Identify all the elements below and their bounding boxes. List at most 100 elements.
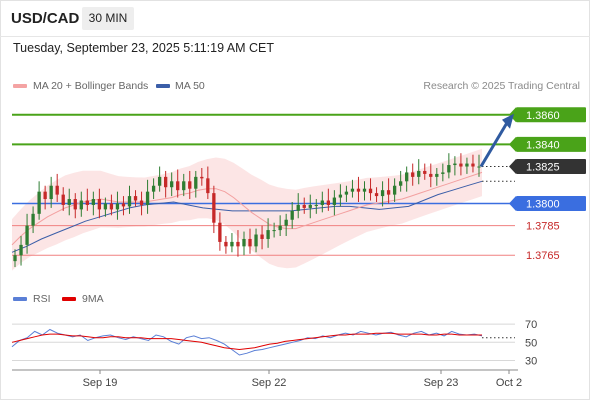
- rsi-ma-legend-label: 9MA: [82, 293, 104, 305]
- candle-body: [151, 185, 156, 192]
- chart-header: USD/CAD 30 MIN: [0, 0, 590, 36]
- candle-body: [91, 199, 96, 205]
- candle-body: [242, 238, 246, 247]
- forecast-arrowhead: [502, 113, 514, 129]
- candle-body: [133, 196, 138, 201]
- candle-body: [121, 203, 126, 207]
- rsi-legend-label: RSI: [33, 293, 51, 305]
- candle-body: [308, 204, 312, 208]
- candle-body: [411, 172, 415, 177]
- candle-body: [374, 193, 379, 197]
- candle-body: [356, 188, 361, 192]
- candle-body: [344, 191, 349, 195]
- candle-body: [127, 196, 132, 207]
- candle-body: [465, 163, 469, 167]
- candle-body: [296, 204, 300, 211]
- candle-body: [163, 176, 168, 188]
- candle-body: [212, 193, 216, 223]
- candle-body: [206, 178, 210, 194]
- time-tick-label-2: Sep 23: [424, 377, 459, 389]
- forecast-arrow-shaft: [479, 122, 509, 168]
- rsi-tick-70: 70: [525, 319, 537, 331]
- pivot-tag-pointer-3: [509, 195, 516, 211]
- candle-body: [236, 241, 240, 247]
- candle-body: [145, 191, 150, 205]
- candle-body: [405, 172, 409, 182]
- candle-body: [260, 234, 264, 239]
- candle-body: [417, 170, 421, 177]
- candle-body: [441, 172, 445, 174]
- candle-body: [49, 185, 53, 200]
- support-label-5: 1.3765: [526, 250, 560, 262]
- copyright-notice: Research © 2025 Trading Central: [423, 80, 580, 92]
- rsi-swatch: [13, 297, 27, 301]
- rsi-tick-50: 50: [525, 337, 537, 349]
- support-label-4: 1.3785: [526, 221, 560, 233]
- candle-body: [302, 204, 306, 208]
- resistance-label-1: 1.3840: [526, 139, 560, 151]
- symbol-title: USD/CAD: [11, 10, 80, 27]
- pivot-label-3: 1.3800: [526, 198, 560, 210]
- candle-body: [429, 173, 433, 177]
- ma20-legend-label: MA 20 + Bollinger Bands: [33, 80, 149, 92]
- pivot-tag-3: [516, 195, 586, 211]
- candle-body: [79, 200, 83, 210]
- candle-body: [139, 200, 144, 205]
- ma50-line: [11, 180, 483, 253]
- ma20-line: [11, 171, 483, 246]
- candle-body: [218, 222, 222, 242]
- candle-body: [103, 203, 108, 210]
- candle-body: [398, 181, 403, 186]
- candle-body: [423, 170, 427, 174]
- candle-body: [368, 188, 373, 194]
- candle-body: [350, 188, 355, 192]
- candle-body: [170, 181, 174, 188]
- timeframe-button[interactable]: 30 MIN: [82, 7, 134, 30]
- bollinger-band: [12, 148, 482, 271]
- time-tick-label-1: Sep 22: [252, 377, 287, 389]
- candle-body: [248, 238, 252, 247]
- candle-body: [200, 176, 204, 179]
- candle-body: [471, 163, 475, 167]
- candle-body: [97, 199, 102, 210]
- time-tick-label-0: Sep 19: [83, 377, 118, 389]
- candle-body: [67, 199, 71, 205]
- candle-body: [157, 176, 162, 186]
- candle-body: [109, 203, 114, 210]
- candle-body: [188, 181, 192, 189]
- rsi-ma-swatch: [62, 297, 76, 301]
- resistance-tag-pointer-1: [509, 136, 516, 152]
- candle-body: [31, 213, 35, 226]
- rsi-tick-30: 30: [525, 355, 537, 367]
- candle-body: [19, 244, 23, 256]
- candle-body: [362, 188, 367, 192]
- candle-body: [320, 200, 324, 205]
- candle-body: [477, 166, 481, 168]
- candle-body: [453, 163, 457, 166]
- rsi-ma-line: [11, 332, 482, 351]
- candle-body: [55, 185, 59, 195]
- ma20-swatch: [13, 84, 27, 88]
- candle-body: [43, 191, 47, 200]
- candle-body: [278, 225, 282, 231]
- candle-body: [61, 194, 65, 205]
- candle-body: [435, 173, 439, 177]
- candle-body: [326, 200, 331, 205]
- candle-body: [194, 176, 198, 189]
- candle-body: [85, 200, 89, 205]
- candle-body: [386, 190, 391, 195]
- candle-body: [392, 185, 397, 195]
- candle-body: [332, 197, 337, 205]
- timestamp: Tuesday, September 23, 2025 5:11:19 AM C…: [13, 41, 275, 55]
- candle-body: [290, 210, 294, 220]
- candle-body: [266, 230, 270, 239]
- candle-body: [380, 190, 385, 197]
- candle-body: [182, 181, 186, 191]
- resistance-tag-0: [516, 107, 586, 123]
- candle-body: [13, 255, 17, 262]
- candle-body: [459, 163, 463, 167]
- current-tag-2: [516, 159, 586, 175]
- candle-body: [272, 230, 276, 232]
- candle-body: [73, 199, 77, 210]
